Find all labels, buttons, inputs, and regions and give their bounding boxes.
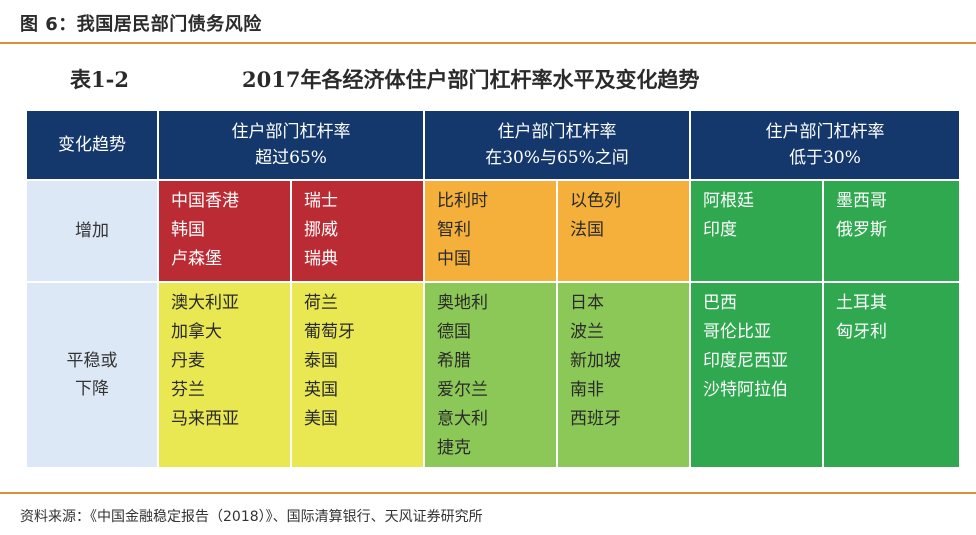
leverage-table: 变化趋势 住户部门杠杆率 超过65% 住户部门杠杆率 在30%与65%之间 住户…	[26, 110, 962, 470]
country-name: 卢森堡	[171, 249, 222, 269]
country-name: 葡萄牙	[304, 322, 355, 342]
table-title: 2017年各经济体住户部门杠杆率水平及变化趋势	[242, 67, 700, 92]
country-name: 南非	[570, 380, 604, 400]
group-header-line2: 在30%与65%之间	[485, 148, 629, 168]
table-cell: 墨西哥 俄罗斯	[824, 181, 961, 283]
group-header-high: 住户部门杠杆率 超过65%	[159, 111, 425, 181]
country-name: 韩国	[171, 220, 205, 240]
country-name: 芬兰	[171, 380, 205, 400]
table-cell: 比利时 智利 中国	[425, 181, 558, 283]
country-name: 阿根廷	[703, 191, 754, 211]
corner-header: 变化趋势	[27, 111, 159, 181]
group-header-line1: 住户部门杠杆率	[497, 122, 617, 142]
country-name: 新加坡	[570, 351, 621, 371]
country-name: 挪威	[304, 220, 338, 240]
country-name: 西班牙	[570, 409, 621, 429]
country-name: 比利时	[437, 191, 488, 211]
table-cell: 阿根廷 印度	[691, 181, 824, 283]
country-name: 土耳其	[836, 293, 887, 313]
table-cell: 奥地利 德国 希腊 爱尔兰 意大利 捷克	[425, 283, 558, 469]
country-name: 瑞典	[304, 249, 338, 269]
country-name: 中国香港	[171, 191, 239, 211]
group-header-mid: 住户部门杠杆率 在30%与65%之间	[425, 111, 691, 181]
country-name: 匈牙利	[836, 322, 887, 342]
country-name: 美国	[304, 409, 338, 429]
row-header-stable: 平稳或 下降	[27, 283, 159, 469]
country-name: 奥地利	[437, 293, 488, 313]
country-name: 泰国	[304, 351, 338, 371]
table-cell: 澳大利亚 加拿大 丹麦 芬兰 马来西亚	[159, 283, 292, 469]
country-name: 希腊	[437, 351, 471, 371]
table-cell: 以色列 法国	[558, 181, 691, 283]
country-name: 墨西哥	[836, 191, 887, 211]
table-cell: 巴西 哥伦比亚 印度尼西亚 沙特阿拉伯	[691, 283, 824, 469]
country-name: 捷克	[437, 438, 471, 458]
table-cell: 日本 波兰 新加坡 南非 西班牙	[558, 283, 691, 469]
source-note: 资料来源：《中国金融稳定报告（2018）》、国际清算银行、天风证券研究所	[20, 509, 483, 525]
table-cell: 荷兰 葡萄牙 泰国 英国 美国	[292, 283, 425, 469]
bottom-rule	[0, 492, 976, 494]
country-name: 荷兰	[304, 293, 338, 313]
country-name: 印度	[703, 220, 737, 240]
group-header-line1: 住户部门杠杆率	[765, 122, 885, 142]
row-header-label: 平稳或	[66, 351, 118, 371]
group-header-line1: 住户部门杠杆率	[231, 122, 351, 142]
country-name: 澳大利亚	[171, 293, 239, 313]
country-name: 哥伦比亚	[703, 322, 771, 342]
figure-title: 图 6：我国居民部门债务风险	[20, 14, 262, 35]
corner-header-label: 变化趋势	[58, 135, 126, 155]
table-cell: 土耳其 匈牙利	[824, 283, 961, 469]
country-name: 巴西	[703, 293, 737, 313]
top-rule	[0, 42, 976, 44]
country-name: 瑞士	[304, 191, 338, 211]
country-name: 爱尔兰	[437, 380, 488, 400]
country-name: 印度尼西亚	[703, 351, 788, 371]
group-header-line2: 超过65%	[255, 148, 327, 168]
group-header-low: 住户部门杠杆率 低于30%	[691, 111, 961, 181]
country-name: 波兰	[570, 322, 604, 342]
country-name: 马来西亚	[171, 409, 239, 429]
row-header-label: 下降	[75, 379, 109, 399]
country-name: 以色列	[570, 191, 621, 211]
country-name: 中国	[437, 249, 471, 269]
country-name: 智利	[437, 220, 471, 240]
country-name: 法国	[570, 220, 604, 240]
country-name: 英国	[304, 380, 338, 400]
country-name: 丹麦	[171, 351, 205, 371]
group-header-line2: 低于30%	[789, 148, 861, 168]
table-cell: 瑞士 挪威 瑞典	[292, 181, 425, 283]
table-label: 表1-2	[70, 67, 129, 92]
country-name: 德国	[437, 322, 471, 342]
country-name: 俄罗斯	[836, 220, 887, 240]
country-name: 沙特阿拉伯	[703, 380, 788, 400]
row-header-label: 增加	[75, 221, 109, 241]
country-name: 意大利	[437, 409, 488, 429]
table-cell: 中国香港 韩国 卢森堡	[159, 181, 292, 283]
country-name: 加拿大	[171, 322, 222, 342]
row-header-increase: 增加	[27, 181, 159, 283]
country-name: 日本	[570, 293, 604, 313]
